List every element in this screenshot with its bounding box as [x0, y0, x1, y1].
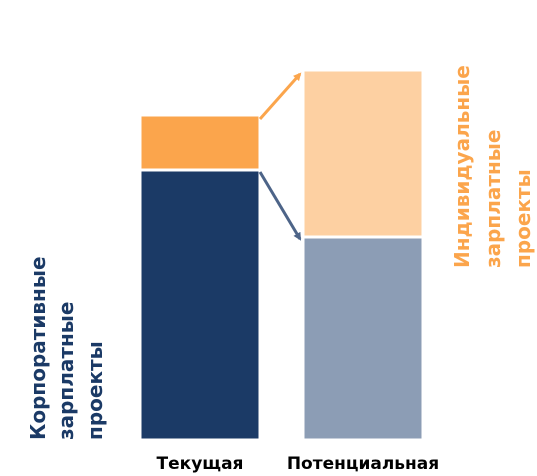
bar-segment	[138, 168, 262, 442]
bar-segment	[301, 235, 425, 442]
annotation: проекты	[83, 341, 107, 440]
arrow	[258, 171, 302, 241]
annotation: Корпоративные	[26, 256, 50, 440]
arrow	[258, 72, 302, 120]
bar-segment	[138, 113, 262, 172]
x-tick-label: Потенциальная	[287, 454, 439, 474]
x-tick-label: Текущая	[157, 454, 244, 474]
bar-segment	[301, 68, 425, 239]
annotation: зарплатные	[54, 302, 78, 440]
annotation: Индивидуальные	[450, 65, 474, 268]
annotation: зарплатные	[481, 130, 505, 268]
annotation: проекты	[511, 169, 535, 268]
